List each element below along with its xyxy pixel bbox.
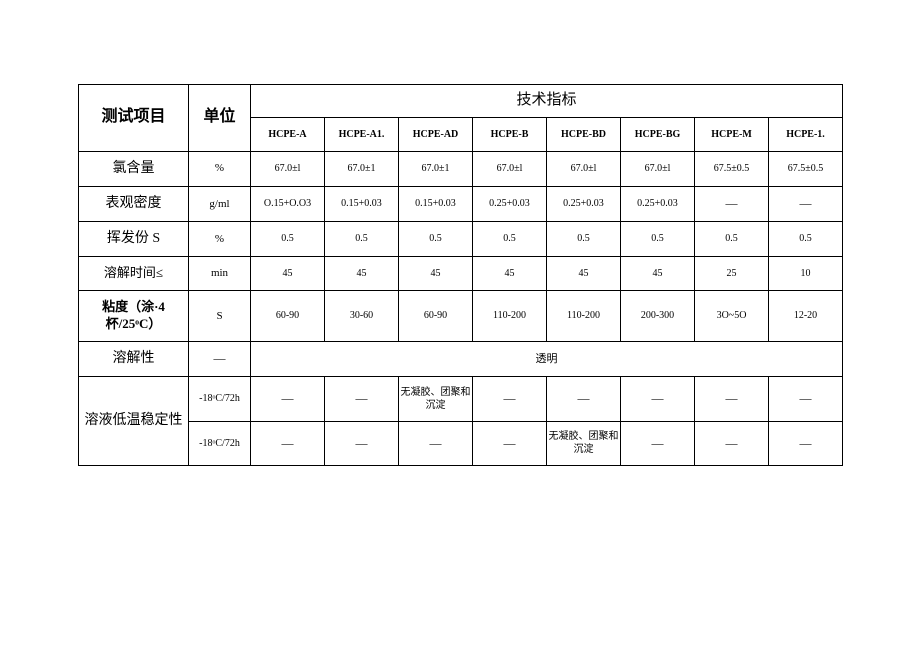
spec-table: 测试项目 单位 技术指标 HCPE-A HCPE-A1. HCPE-AD HCP… — [78, 84, 843, 466]
spec-table-container: 测试项目 单位 技术指标 HCPE-A HCPE-A1. HCPE-AD HCP… — [78, 84, 842, 466]
cl-2: 67.0±1 — [399, 151, 473, 186]
vis-4: 110-200 — [547, 290, 621, 341]
row-lowtemp-1: 溶液低温稳定性 -18ᵒC/72h — — 无凝胶、团聚和沉淀 — — — — … — [79, 376, 843, 421]
row-lowtemp-2: -18ᵒC/72h — — — — 无凝胶、团聚和沉淀 — — — — [79, 421, 843, 466]
vis-1: 30-60 — [325, 290, 399, 341]
dis-6: 25 — [695, 257, 769, 291]
label-solubility: 溶解性 — [79, 341, 189, 376]
lt1-3: — — [473, 376, 547, 421]
cl-6: 67.5±0.5 — [695, 151, 769, 186]
lt2-6: — — [695, 421, 769, 466]
vol-3: 0.5 — [473, 221, 547, 256]
vol-1: 0.5 — [325, 221, 399, 256]
label-cl: 氯含量 — [79, 151, 189, 186]
dis-5: 45 — [621, 257, 695, 291]
den-6: — — [695, 186, 769, 221]
cl-7: 67.5±0.5 — [769, 151, 843, 186]
label-density: 表观密度 — [79, 186, 189, 221]
cl-0: 67.0±l — [251, 151, 325, 186]
den-2: 0.15+0.03 — [399, 186, 473, 221]
lt2-7: — — [769, 421, 843, 466]
cl-5: 67.0±l — [621, 151, 695, 186]
col-hcpe-a1: HCPE-A1. — [325, 117, 399, 151]
den-4: 0.25+0.03 — [547, 186, 621, 221]
col-hcpe-1: HCPE-1. — [769, 117, 843, 151]
lt1-5: — — [621, 376, 695, 421]
row-viscosity: 粘度（涂·4 杯/25ᵒC） S 60-90 30-60 60-90 110-2… — [79, 290, 843, 341]
vis-7: 12-20 — [769, 290, 843, 341]
unit-solubility: — — [189, 341, 251, 376]
row-dissolve-time: 溶解时间≤ min 45 45 45 45 45 45 25 10 — [79, 257, 843, 291]
unit-volatile: % — [189, 221, 251, 256]
dis-1: 45 — [325, 257, 399, 291]
lt2-2: — — [399, 421, 473, 466]
unit-density: g/ml — [189, 186, 251, 221]
label-viscosity: 粘度（涂·4 杯/25ᵒC） — [79, 290, 189, 341]
dis-2: 45 — [399, 257, 473, 291]
vis-6: 3O~5O — [695, 290, 769, 341]
label-dissolve: 溶解时间≤ — [79, 257, 189, 291]
lt1-4: — — [547, 376, 621, 421]
vol-7: 0.5 — [769, 221, 843, 256]
lt1-7: — — [769, 376, 843, 421]
vol-0: 0.5 — [251, 221, 325, 256]
row-solubility: 溶解性 — 透明 — [79, 341, 843, 376]
vol-2: 0.5 — [399, 221, 473, 256]
cl-1: 67.0±1 — [325, 151, 399, 186]
lt2-1: — — [325, 421, 399, 466]
col-hcpe-m: HCPE-M — [695, 117, 769, 151]
row-cl: 氯含量 % 67.0±l 67.0±1 67.0±1 67.0±l 67.0±l… — [79, 151, 843, 186]
den-7: — — [769, 186, 843, 221]
den-0: O.15+O.O3 — [251, 186, 325, 221]
dis-7: 10 — [769, 257, 843, 291]
unit-viscosity: S — [189, 290, 251, 341]
lt2-3: — — [473, 421, 547, 466]
dis-0: 45 — [251, 257, 325, 291]
vis-0: 60-90 — [251, 290, 325, 341]
den-3: 0.25+0.03 — [473, 186, 547, 221]
unit-lowtemp-2: -18ᵒC/72h — [189, 421, 251, 466]
den-5: 0.25+0.03 — [621, 186, 695, 221]
col-hcpe-b: HCPE-B — [473, 117, 547, 151]
unit-lowtemp-1: -18ᵒC/72h — [189, 376, 251, 421]
vol-4: 0.5 — [547, 221, 621, 256]
dis-4: 45 — [547, 257, 621, 291]
row-volatile: 挥发份 S % 0.5 0.5 0.5 0.5 0.5 0.5 0.5 0.5 — [79, 221, 843, 256]
den-1: 0.15+0.03 — [325, 186, 399, 221]
dis-3: 45 — [473, 257, 547, 291]
col-hcpe-ad: HCPE-AD — [399, 117, 473, 151]
label-volatile: 挥发份 S — [79, 221, 189, 256]
header-row-1: 测试项目 单位 技术指标 — [79, 85, 843, 118]
lt1-2: 无凝胶、团聚和沉淀 — [399, 376, 473, 421]
row-density: 表观密度 g/ml O.15+O.O3 0.15+0.03 0.15+0.03 … — [79, 186, 843, 221]
col-hcpe-bd: HCPE-BD — [547, 117, 621, 151]
unit-cl: % — [189, 151, 251, 186]
lt1-6: — — [695, 376, 769, 421]
vis-5: 200-300 — [621, 290, 695, 341]
vis-3: 110-200 — [473, 290, 547, 341]
header-tech-spec: 技术指标 — [251, 85, 843, 118]
lt2-0: — — [251, 421, 325, 466]
header-test-item: 测试项目 — [79, 85, 189, 152]
unit-dissolve: min — [189, 257, 251, 291]
label-lowtemp: 溶液低温稳定性 — [79, 376, 189, 465]
vol-5: 0.5 — [621, 221, 695, 256]
col-hcpe-bg: HCPE-BG — [621, 117, 695, 151]
cl-3: 67.0±l — [473, 151, 547, 186]
vis-2: 60-90 — [399, 290, 473, 341]
col-hcpe-a: HCPE-A — [251, 117, 325, 151]
vol-6: 0.5 — [695, 221, 769, 256]
header-unit: 单位 — [189, 85, 251, 152]
lt2-5: — — [621, 421, 695, 466]
lt2-4: 无凝胶、团聚和沉淀 — [547, 421, 621, 466]
lt1-0: — — [251, 376, 325, 421]
lt1-1: — — [325, 376, 399, 421]
solubility-span: 透明 — [251, 341, 843, 376]
cl-4: 67.0±l — [547, 151, 621, 186]
